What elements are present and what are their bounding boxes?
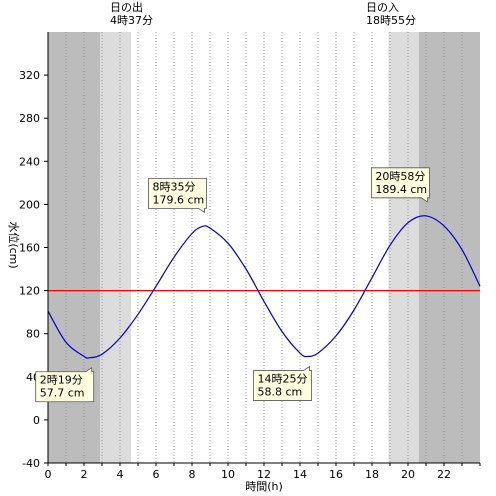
y-tick-label: 120 bbox=[19, 285, 40, 298]
callout-time: 8時35分 bbox=[152, 180, 195, 193]
x-tick-label: 12 bbox=[257, 468, 271, 481]
callout-time: 2時19分 bbox=[40, 374, 83, 387]
twilight-band bbox=[100, 32, 132, 463]
callout-time: 14時25分 bbox=[258, 373, 308, 386]
y-axis-label: 水位(cm) bbox=[7, 221, 21, 268]
callout-box bbox=[35, 366, 95, 403]
twilight-band bbox=[388, 32, 419, 463]
x-tick-label: 22 bbox=[437, 468, 451, 481]
sunrise-time: 4時37分 bbox=[110, 14, 153, 27]
sunrise-label: 日の出 bbox=[110, 0, 143, 14]
callout-value: 58.8 cm bbox=[258, 386, 303, 399]
night-band bbox=[418, 32, 480, 463]
y-tick-label: 160 bbox=[19, 242, 40, 255]
y-tick-label: 280 bbox=[19, 112, 40, 125]
x-tick-label: 14 bbox=[293, 468, 307, 481]
y-tick-label: 80 bbox=[26, 328, 40, 341]
tide-series-line bbox=[47, 215, 481, 359]
callout-box bbox=[253, 365, 312, 401]
y-tick-label: 0 bbox=[33, 414, 40, 427]
callout-box bbox=[148, 177, 207, 214]
x-axis-label: 時間(h) bbox=[245, 480, 283, 493]
callout-value: 179.6 cm bbox=[152, 193, 204, 206]
callout-box bbox=[371, 167, 430, 203]
x-tick-label: 0 bbox=[45, 468, 52, 481]
callout-value: 189.4 cm bbox=[375, 183, 427, 196]
x-tick-label: 20 bbox=[401, 468, 415, 481]
x-tick-label: 2 bbox=[81, 468, 88, 481]
callout-value: 57.7 cm bbox=[40, 387, 85, 400]
day-night-background bbox=[48, 32, 480, 463]
sunset-label: 日の入 bbox=[366, 1, 399, 14]
y-tick-label: 200 bbox=[19, 198, 40, 211]
y-tick-label: 240 bbox=[19, 155, 40, 168]
x-tick-label: 8 bbox=[189, 468, 196, 481]
x-tick-label: 10 bbox=[221, 468, 235, 481]
y-tick-label: -40 bbox=[22, 457, 40, 470]
y-tick-label: 320 bbox=[19, 69, 40, 82]
x-axis-ticks: 0 2 4 6 8 10 12 14 16 18 20 22 bbox=[45, 463, 481, 481]
x-tick-label: 6 bbox=[153, 468, 160, 481]
x-tick-label: 18 bbox=[365, 468, 379, 481]
x-tick-label: 16 bbox=[329, 468, 343, 481]
x-tick-label: 4 bbox=[117, 468, 124, 481]
callout-time: 20時58分 bbox=[375, 170, 425, 183]
sunset-time: 18時55分 bbox=[366, 14, 416, 27]
